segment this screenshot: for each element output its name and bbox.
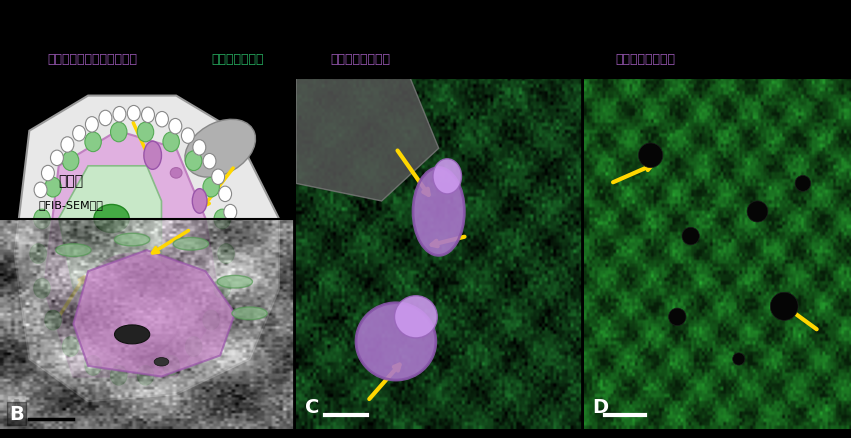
- Polygon shape: [59, 166, 162, 307]
- Ellipse shape: [413, 168, 465, 256]
- Circle shape: [72, 126, 86, 141]
- Circle shape: [113, 107, 126, 123]
- Circle shape: [218, 244, 234, 264]
- Circle shape: [85, 356, 101, 375]
- Circle shape: [34, 183, 47, 198]
- Ellipse shape: [154, 358, 168, 366]
- Circle shape: [34, 279, 50, 298]
- Text: 断面像: 断面像: [58, 173, 83, 187]
- Circle shape: [128, 106, 140, 122]
- Text: D: D: [591, 397, 608, 416]
- Ellipse shape: [232, 307, 267, 320]
- Circle shape: [219, 187, 231, 202]
- Circle shape: [50, 151, 63, 166]
- Circle shape: [168, 119, 182, 134]
- Circle shape: [34, 210, 50, 230]
- Circle shape: [30, 244, 47, 264]
- Circle shape: [111, 366, 127, 385]
- Ellipse shape: [747, 201, 768, 223]
- Polygon shape: [296, 79, 439, 201]
- Circle shape: [214, 279, 231, 298]
- Text: メサンギウム細胞: メサンギウム細胞: [330, 53, 391, 66]
- Ellipse shape: [81, 254, 184, 359]
- Ellipse shape: [185, 120, 255, 178]
- Ellipse shape: [217, 276, 253, 288]
- Circle shape: [62, 337, 79, 357]
- Text: A: A: [9, 397, 24, 416]
- Ellipse shape: [192, 189, 207, 214]
- Text: （紫：メサンギウム細胞、: （紫：メサンギウム細胞、: [47, 53, 137, 66]
- Ellipse shape: [638, 144, 663, 168]
- Text: 模式図: 模式図: [131, 13, 163, 31]
- Ellipse shape: [433, 159, 461, 194]
- Ellipse shape: [56, 244, 91, 257]
- Ellipse shape: [115, 325, 150, 344]
- Ellipse shape: [795, 176, 811, 192]
- Ellipse shape: [770, 293, 798, 321]
- Ellipse shape: [174, 238, 208, 251]
- Ellipse shape: [395, 296, 437, 338]
- Text: メサンギウム細胞: メサンギウム細胞: [616, 53, 676, 66]
- Ellipse shape: [733, 353, 745, 365]
- Ellipse shape: [356, 303, 436, 380]
- Circle shape: [42, 166, 54, 181]
- Text: （FIB-SEM像）: （FIB-SEM像）: [38, 199, 103, 209]
- Circle shape: [85, 133, 101, 152]
- Circle shape: [85, 117, 99, 133]
- Text: （: （: [311, 53, 318, 66]
- Circle shape: [193, 140, 206, 156]
- Circle shape: [137, 123, 154, 142]
- Text: 再構築像: 再構築像: [417, 13, 460, 31]
- Text: の侵入孔）: の侵入孔）: [739, 53, 776, 66]
- Ellipse shape: [144, 142, 162, 170]
- Polygon shape: [73, 251, 235, 377]
- Text: B: B: [9, 404, 24, 423]
- Circle shape: [156, 112, 168, 127]
- Circle shape: [186, 152, 202, 171]
- Circle shape: [163, 356, 180, 375]
- Circle shape: [61, 138, 74, 153]
- Ellipse shape: [669, 308, 686, 326]
- Circle shape: [99, 111, 111, 127]
- Circle shape: [214, 210, 231, 230]
- Circle shape: [111, 123, 127, 142]
- Polygon shape: [44, 131, 220, 377]
- Ellipse shape: [682, 228, 700, 245]
- Ellipse shape: [94, 205, 129, 233]
- Circle shape: [203, 154, 216, 170]
- Text: が血管内に侵入）: が血管内に侵入）: [461, 53, 522, 66]
- Circle shape: [163, 133, 180, 152]
- Circle shape: [224, 205, 237, 220]
- Text: （: （: [143, 53, 151, 66]
- Text: C: C: [305, 397, 319, 416]
- Polygon shape: [14, 96, 279, 401]
- Circle shape: [203, 178, 220, 198]
- Text: （: （: [597, 53, 605, 66]
- Circle shape: [141, 108, 155, 123]
- Circle shape: [181, 129, 194, 144]
- Circle shape: [212, 170, 225, 185]
- Circle shape: [186, 337, 202, 357]
- Circle shape: [45, 178, 61, 198]
- Circle shape: [137, 366, 154, 385]
- Ellipse shape: [115, 234, 150, 246]
- Text: 再構築像: 再構築像: [696, 13, 739, 31]
- Circle shape: [45, 311, 61, 330]
- Text: 緑：内皮細胞）: 緑：内皮細胞）: [211, 53, 264, 66]
- Ellipse shape: [170, 168, 182, 179]
- Circle shape: [203, 311, 220, 330]
- Circle shape: [62, 152, 79, 171]
